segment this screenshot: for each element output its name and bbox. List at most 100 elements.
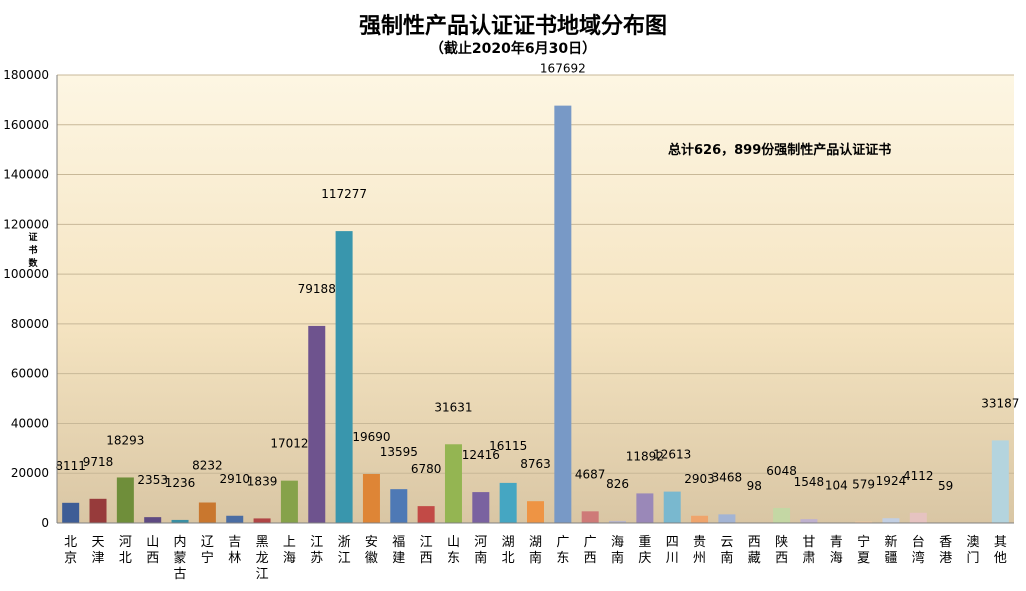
bar-湖南[interactable]: [527, 501, 544, 523]
bar-江西[interactable]: [417, 506, 435, 523]
bar-吉林[interactable]: [226, 515, 244, 523]
x-tick-label: 江西: [420, 535, 433, 566]
x-tick-label: 湖北: [502, 535, 515, 566]
bar-云南[interactable]: [718, 514, 736, 523]
x-tick-label: 重庆: [638, 534, 651, 566]
bar-海南[interactable]: [609, 520, 627, 523]
x-tick-label: 山东: [447, 535, 460, 566]
data-label: 2903: [684, 472, 715, 486]
bar-天津[interactable]: [89, 498, 107, 523]
bar-广西[interactable]: [581, 511, 599, 523]
x-tick-label: 辽宁: [201, 535, 214, 566]
x-tick-label: 河北: [119, 535, 132, 566]
data-label: 1236: [165, 476, 196, 490]
bar-重庆[interactable]: [636, 493, 654, 523]
x-tick-label: 四川: [666, 535, 679, 566]
data-label: 117277: [321, 187, 367, 201]
data-label: 1924: [876, 474, 907, 488]
y-tick-label: 140000: [3, 168, 49, 182]
x-tick-label: 浙江: [338, 535, 351, 566]
x-tick-label: 其他: [994, 535, 1007, 566]
data-label: 167692: [540, 62, 586, 76]
bar-河南[interactable]: [472, 492, 490, 523]
data-label: 79188: [298, 282, 336, 296]
y-tick-label: 100000: [3, 267, 49, 281]
data-label: 19690: [352, 430, 390, 444]
y-tick-label: 80000: [11, 317, 49, 331]
bar-台湾[interactable]: [909, 512, 927, 523]
data-label: 4687: [575, 467, 606, 481]
x-tick-label: 云南: [720, 535, 733, 566]
data-label: 2353: [137, 473, 168, 487]
data-label: 2910: [219, 472, 250, 486]
x-tick-label: 广西: [584, 535, 597, 566]
x-tick-label: 宁夏: [857, 534, 870, 566]
bar-贵州[interactable]: [691, 515, 709, 523]
bar-新疆[interactable]: [882, 518, 900, 523]
bar-宁夏[interactable]: [855, 521, 873, 523]
x-tick-label: 山西: [146, 535, 159, 566]
data-label: 4112: [903, 469, 934, 483]
x-tick-label: 福建: [392, 535, 405, 566]
bar-广东[interactable]: [554, 105, 572, 524]
data-label: 3468: [712, 470, 743, 484]
data-label: 6780: [411, 462, 442, 476]
total-annotation: 总计626，899份强制性产品认证证书: [668, 142, 891, 158]
chart-subtitle: （截止2020年6月30日）: [429, 41, 597, 57]
x-tick-label: 内蒙古: [174, 534, 187, 582]
y-tick-label: 20000: [11, 466, 49, 480]
bar-黑龙江[interactable]: [253, 518, 271, 523]
bar-辽宁[interactable]: [198, 502, 216, 523]
bar-北京[interactable]: [62, 502, 80, 523]
x-tick-label: 江苏: [310, 535, 323, 566]
data-label: 1548: [794, 475, 825, 489]
x-tick-label: 黑龙江: [256, 535, 269, 582]
x-tick-label: 青海: [830, 535, 843, 566]
x-tick-label: 广东: [556, 535, 569, 566]
bar-其他[interactable]: [991, 440, 1009, 523]
bar-安徽[interactable]: [362, 473, 380, 523]
bar-内蒙古[interactable]: [171, 519, 189, 523]
x-tick-label: 吉林: [228, 535, 241, 566]
x-tick-label: 台湾: [912, 535, 925, 566]
y-tick-label: 60000: [11, 367, 49, 381]
y-axis-label: 证书数: [28, 232, 38, 269]
data-label: 12613: [653, 448, 691, 462]
x-tick-label: 北京: [64, 535, 77, 566]
data-label: 11892: [626, 449, 664, 463]
bar-四川[interactable]: [663, 491, 681, 523]
data-label: 33187: [981, 396, 1019, 410]
data-label: 17012: [270, 437, 308, 451]
y-tick-label: 160000: [3, 118, 49, 132]
x-tick-label: 湖南: [529, 535, 542, 566]
y-tick-label: 0: [41, 516, 49, 530]
bar-陕西[interactable]: [773, 507, 791, 523]
bar-甘肃[interactable]: [800, 519, 818, 523]
x-tick-label: 甘肃: [802, 535, 815, 566]
x-tick-label: 海南: [611, 535, 624, 566]
bar-湖北[interactable]: [499, 482, 517, 523]
bar-山东[interactable]: [444, 444, 462, 523]
data-label: 12416: [462, 448, 500, 462]
bar-浙江[interactable]: [335, 231, 353, 523]
x-tick-label: 安徽: [365, 535, 378, 566]
data-label: 104: [825, 479, 848, 493]
chart-title: 强制性产品认证证书地域分布图: [358, 14, 667, 39]
data-label: 13595: [380, 445, 418, 459]
data-label: 59: [938, 479, 953, 493]
bar-河北[interactable]: [116, 477, 134, 523]
x-tick-label: 上海: [283, 535, 296, 566]
bar-江苏[interactable]: [308, 325, 326, 523]
y-tick-label: 180000: [3, 68, 49, 82]
x-tick-label: 陕西: [775, 535, 788, 566]
bar-福建[interactable]: [390, 489, 408, 523]
x-tick-label: 新疆: [884, 534, 897, 566]
data-label: 579: [852, 478, 875, 492]
bar-山西[interactable]: [144, 517, 162, 523]
data-label: 1839: [247, 474, 278, 488]
data-label: 6048: [766, 464, 797, 478]
data-label: 8232: [192, 459, 223, 473]
bar-上海[interactable]: [280, 480, 298, 523]
x-tick-label: 天津: [92, 535, 105, 566]
